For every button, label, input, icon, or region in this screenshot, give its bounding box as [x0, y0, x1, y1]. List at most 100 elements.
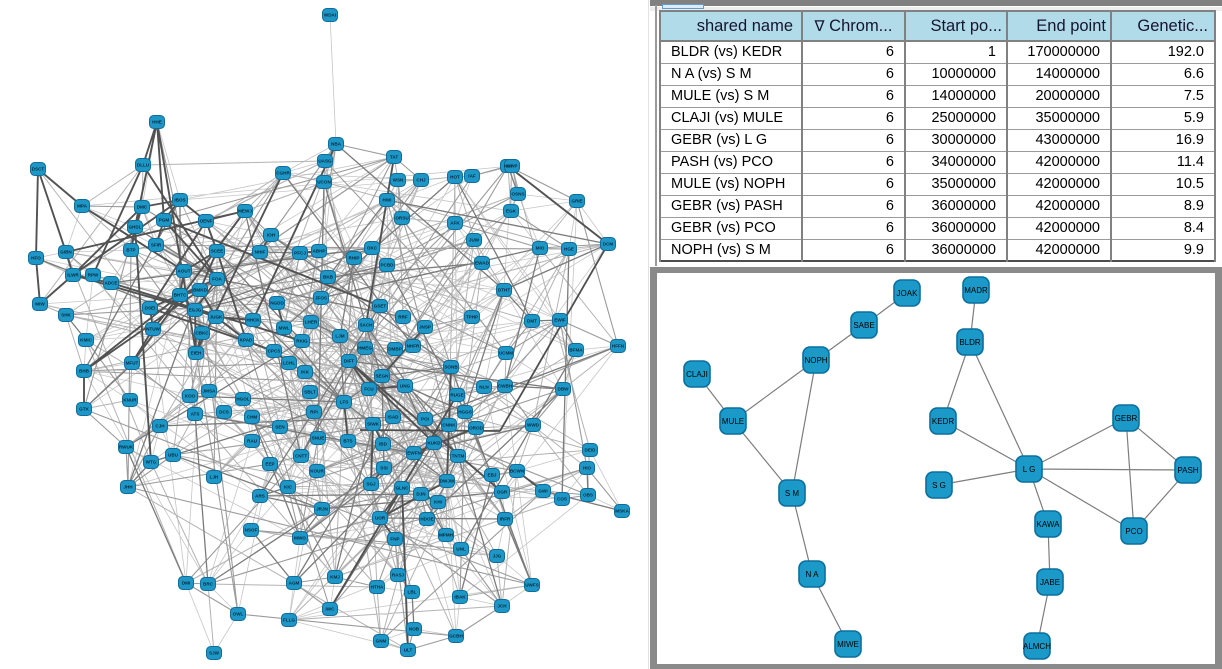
svg-text:PCO: PCO — [1125, 527, 1142, 536]
svg-text:UWFS: UWFS — [525, 583, 539, 588]
svg-text:RWUK: RWUK — [119, 445, 134, 450]
svg-text:TNTM: TNTM — [452, 454, 465, 459]
svg-text:KEDR: KEDR — [932, 417, 954, 426]
svg-text:IBD: IBD — [379, 442, 388, 447]
svg-text:UNG: UNG — [400, 384, 411, 389]
svg-text:RHIP: RHIP — [349, 256, 360, 261]
svg-text:JUW: JUW — [469, 238, 480, 243]
svg-text:BFMA: BFMA — [569, 348, 583, 353]
svg-text:HMEG: HMEG — [358, 346, 372, 351]
svg-text:CNNK: CNNK — [442, 423, 456, 428]
svg-text:FOA: FOA — [212, 277, 222, 282]
svg-text:OGR: OGR — [497, 490, 508, 495]
svg-text:UCMM: UCMM — [499, 351, 513, 356]
svg-text:OROD: OROD — [469, 426, 483, 431]
svg-text:IWC: IWC — [326, 607, 336, 612]
svg-text:DMBP: DMBP — [388, 347, 402, 352]
svg-text:KIC: KIC — [284, 485, 293, 490]
svg-text:RASJ: RASJ — [392, 573, 405, 578]
svg-text:CBKC: CBKC — [195, 331, 209, 336]
svg-text:S G: S G — [932, 481, 946, 490]
svg-text:NOPH: NOPH — [804, 356, 827, 365]
svg-text:RPI: RPI — [310, 410, 318, 415]
svg-text:NHIF: NHIF — [255, 250, 266, 255]
svg-text:LBL: LBL — [408, 590, 417, 595]
svg-text:HTHA: HTHA — [371, 585, 384, 590]
svg-text:EEP: EEP — [265, 462, 274, 467]
svg-text:LFS: LFS — [340, 400, 349, 405]
svg-text:JRJN: JRJN — [316, 507, 328, 512]
svg-text:ARS: ARS — [255, 494, 265, 499]
svg-text:JMSA: JMSA — [203, 389, 216, 394]
svg-text:JOAK: JOAK — [897, 289, 919, 298]
svg-text:DWJW: DWJW — [440, 479, 455, 484]
svg-text:JFOS: JFOS — [315, 296, 327, 301]
svg-text:COS: COS — [557, 497, 567, 502]
svg-text:WDAI: WDAI — [324, 13, 336, 18]
svg-text:OENF: OENF — [200, 219, 213, 224]
svg-text:HOT: HOT — [450, 175, 460, 180]
svg-text:RUGE: RUGE — [450, 393, 463, 398]
svg-text:JHH: JHH — [123, 485, 133, 490]
svg-text:HHE: HHE — [152, 120, 162, 125]
svg-text:IAF: IAF — [468, 174, 476, 179]
svg-text:FNP: FNP — [390, 537, 399, 542]
svg-text:TPHP: TPHP — [466, 315, 478, 320]
svg-text:SFIR: SFIR — [151, 243, 162, 248]
svg-text:JNSP: JNSP — [419, 325, 431, 330]
svg-text:N A: N A — [806, 570, 820, 579]
svg-text:GSET: GSET — [374, 304, 387, 309]
svg-text:IRFR: IRFR — [500, 517, 511, 522]
svg-text:GIBN: GIBN — [60, 250, 72, 255]
svg-text:GEBR: GEBR — [1115, 414, 1138, 423]
svg-text:WSN: WSN — [393, 178, 404, 183]
svg-text:OWL: OWL — [233, 612, 244, 617]
svg-text:DSCT: DSCT — [32, 167, 45, 172]
svg-text:GWP: GWP — [507, 164, 518, 169]
svg-text:DEID: DEID — [585, 448, 597, 453]
svg-text:GNM: GNM — [376, 639, 387, 644]
svg-text:SONB: SONB — [444, 365, 458, 370]
svg-text:MADR: MADR — [964, 286, 988, 295]
svg-text:MPMH: MPMH — [439, 533, 454, 538]
svg-text:DMI: DMI — [182, 581, 190, 586]
svg-text:CLAJI: CLAJI — [686, 370, 708, 379]
svg-text:MIW: MIW — [35, 302, 45, 307]
svg-text:SIWK: SIWK — [367, 422, 380, 427]
svg-text:ATS: ATS — [191, 412, 200, 417]
svg-text:AGM: AGM — [289, 581, 300, 586]
svg-text:NSOF: NSOF — [245, 528, 258, 533]
svg-text:DJN: DJN — [416, 492, 426, 497]
svg-text:SABE: SABE — [853, 321, 874, 330]
svg-text:NKI: NKI — [504, 164, 512, 169]
svg-text:MEWJ: MEWJ — [238, 209, 252, 214]
svg-text:GCBH: GCBH — [449, 634, 463, 639]
svg-text:HGE: HGE — [564, 247, 574, 252]
svg-text:GRIE: GRIE — [571, 199, 582, 204]
svg-text:POI: POI — [421, 417, 429, 422]
svg-text:JABE: JABE — [1040, 578, 1060, 587]
svg-text:CGHR: CGHR — [276, 171, 290, 176]
svg-text:HGOL: HGOL — [236, 397, 249, 402]
svg-text:SGJ: SGJ — [366, 482, 376, 487]
svg-text:WTG: WTG — [146, 460, 157, 465]
svg-text:RRF: RRF — [398, 315, 408, 320]
svg-text:DIFT: DIFT — [344, 359, 354, 364]
svg-text:KNUR: KNUR — [123, 398, 137, 403]
svg-text:S M: S M — [785, 489, 800, 498]
svg-text:MULE: MULE — [722, 417, 744, 426]
svg-text:MPA: MPA — [77, 204, 88, 209]
svg-text:NLN: NLN — [479, 385, 489, 390]
svg-text:MIO: MIO — [536, 246, 545, 251]
svg-text:PASH: PASH — [1177, 466, 1198, 475]
svg-text:KHI: KHI — [434, 500, 442, 505]
svg-text:SBLT: SBLT — [304, 390, 316, 395]
svg-text:BRC: BRC — [203, 582, 214, 587]
svg-text:DTHT: DTHT — [498, 288, 510, 293]
svg-text:OSNS: OSNS — [511, 192, 524, 197]
svg-text:CWBH: CWBH — [498, 384, 513, 389]
svg-text:LJH: LJH — [210, 475, 219, 480]
svg-text:HHCK: HHCK — [246, 318, 260, 323]
svg-text:CHM: CHM — [247, 415, 258, 420]
svg-text:BTS: BTS — [343, 439, 352, 444]
